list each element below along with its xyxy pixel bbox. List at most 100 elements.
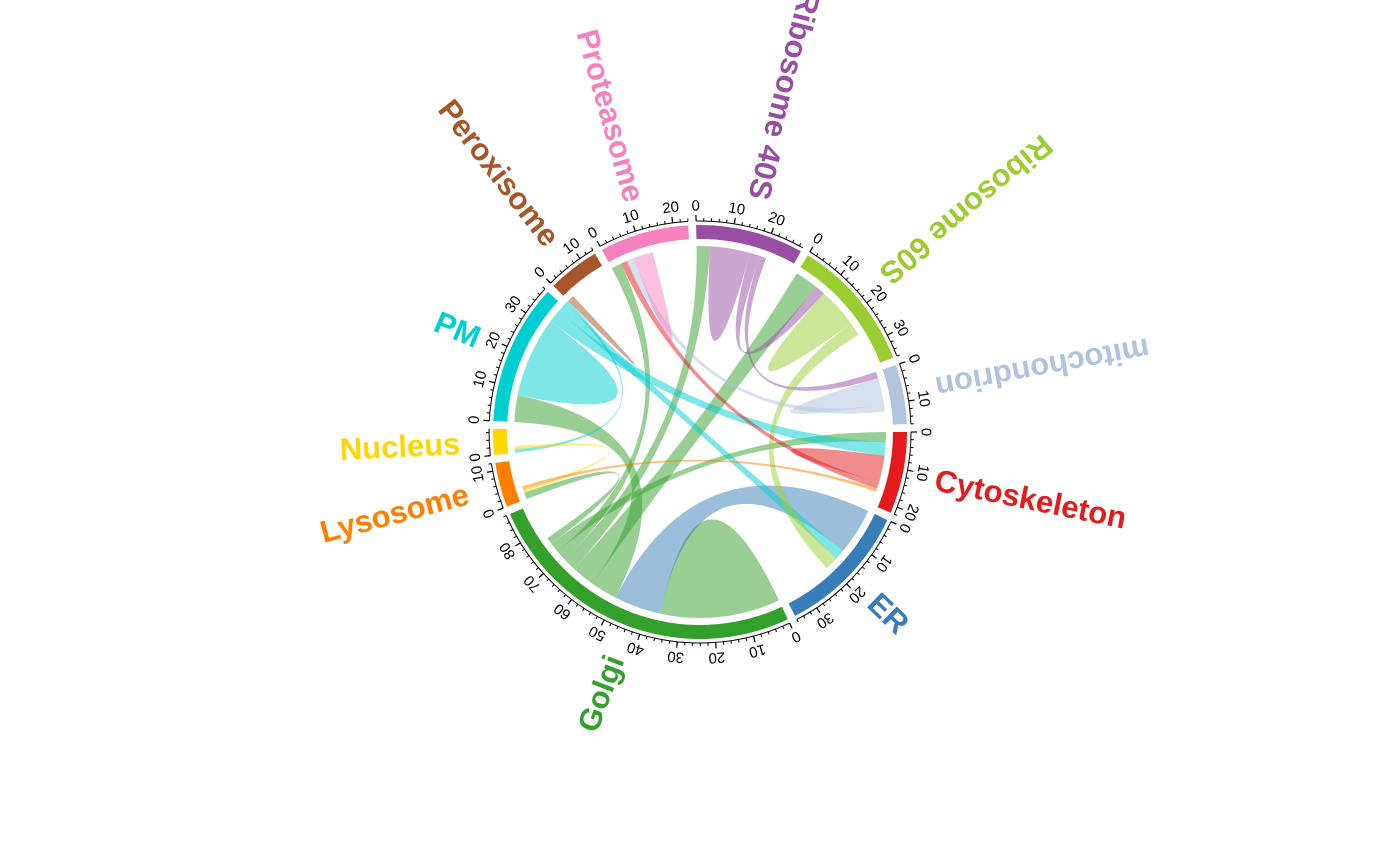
sector-axis-ribosome-40s <box>696 220 804 249</box>
sector-label-ribosome-40s: Ribosome 40S <box>741 0 827 203</box>
minor-tick <box>883 534 887 538</box>
tick-label-pm: 10 <box>470 369 490 389</box>
major-tick <box>486 470 493 473</box>
minor-tick <box>630 631 633 635</box>
minor-tick <box>521 548 525 552</box>
tick-label-ribosome-60s: 10 <box>839 252 863 276</box>
minor-tick <box>491 478 495 480</box>
minor-tick <box>537 292 541 296</box>
sector-label-lysosome: Lysosome <box>316 477 472 550</box>
tick-label-cytoskeleton: 10 <box>912 463 932 482</box>
major-tick <box>840 269 846 276</box>
major-tick <box>846 583 852 589</box>
sector-proteasome: 0 10 20 <box>585 198 689 263</box>
tick-label-golgi: 30 <box>666 647 684 666</box>
link-ribosome-60s-to-ribosome-60s <box>768 293 852 372</box>
tick-label-er: 10 <box>872 552 896 575</box>
minor-tick <box>834 267 838 271</box>
sector-track-peroxisome <box>553 253 603 296</box>
tick-label-ribosome-60s: 20 <box>867 282 891 306</box>
major-tick <box>770 227 775 234</box>
minor-tick <box>866 560 870 564</box>
link-golgi-to-pm <box>514 395 643 598</box>
tick-label-mitochondrion: 10 <box>914 389 933 408</box>
sector-track-ribosome-40s <box>696 225 801 264</box>
tick-label-peroxisome: 10 <box>560 234 583 257</box>
minor-tick <box>626 230 629 234</box>
minor-tick <box>861 566 865 570</box>
tick-label-pm: 0 <box>466 415 483 424</box>
sector-nucleus: 0 <box>467 428 509 462</box>
minor-tick <box>875 547 879 551</box>
minor-tick <box>616 626 619 630</box>
tick-label-pm: 30 <box>502 293 525 316</box>
minor-tick <box>774 628 777 633</box>
major-tick <box>596 240 601 247</box>
minor-tick <box>605 239 608 243</box>
sector-label-cytoskeleton: Cytoskeleton <box>932 463 1130 536</box>
sector-axis-mitochondrion <box>899 363 912 424</box>
minor-tick <box>879 319 883 323</box>
tick-label-golgi: 80 <box>496 539 519 562</box>
minor-tick <box>905 384 909 387</box>
minor-tick <box>741 222 743 226</box>
tick-label-ribosome-40s: 10 <box>727 199 746 218</box>
tick-label-ribosome-60s: 30 <box>889 317 912 340</box>
minor-tick <box>490 389 494 391</box>
major-tick <box>789 622 793 629</box>
minor-tick <box>893 347 897 350</box>
major-tick <box>497 507 504 511</box>
minor-tick <box>901 492 906 494</box>
minor-tick <box>661 639 663 643</box>
minor-tick <box>840 588 844 592</box>
minor-tick <box>822 603 826 607</box>
link-er-to-golgi <box>615 485 869 614</box>
minor-tick <box>506 522 510 525</box>
tick-label-peroxisome: 0 <box>531 264 549 282</box>
minor-tick <box>894 513 898 516</box>
major-tick <box>600 619 605 626</box>
minor-tick <box>834 593 838 597</box>
tick-label-mitochondrion: 0 <box>904 352 923 365</box>
minor-tick <box>514 323 518 327</box>
minor-tick <box>645 636 648 640</box>
minor-tick <box>559 269 563 273</box>
sector-peroxisome: 0 10 <box>531 234 603 296</box>
minor-tick <box>575 603 579 607</box>
sector-track-ribosome-60s <box>800 255 894 363</box>
minor-tick <box>584 251 587 255</box>
minor-tick <box>828 262 832 266</box>
minor-tick <box>879 541 883 544</box>
major-tick <box>632 225 636 232</box>
minor-tick <box>535 567 539 571</box>
minor-tick <box>532 298 536 301</box>
link-golgi-to-golgi <box>659 519 779 618</box>
minor-tick <box>510 330 515 334</box>
major-tick <box>501 343 508 347</box>
minor-tick <box>748 223 751 227</box>
link-pm-to-cytoskeleton <box>550 310 886 456</box>
minor-tick <box>653 637 656 642</box>
major-tick <box>816 607 821 614</box>
minor-tick <box>527 304 531 308</box>
minor-tick <box>803 615 806 619</box>
sector-track-golgi <box>509 508 788 639</box>
major-tick <box>567 599 573 605</box>
minor-tick <box>493 374 497 376</box>
minor-tick <box>513 535 517 539</box>
sector-label-peroxisome: Peroxisome <box>431 93 566 253</box>
major-tick <box>908 399 915 402</box>
minor-tick <box>756 225 759 229</box>
link-pm-to-er <box>558 303 844 559</box>
minor-tick <box>809 611 813 615</box>
tick-label-golgi: 60 <box>551 600 575 624</box>
minor-tick <box>518 317 522 320</box>
minor-tick <box>612 236 615 240</box>
minor-tick <box>782 625 785 630</box>
minor-tick <box>887 528 891 531</box>
minor-tick <box>588 612 592 616</box>
minor-tick <box>641 225 644 230</box>
minor-tick <box>565 265 569 268</box>
sector-axis-ribosome-60s <box>809 251 898 357</box>
minor-tick <box>796 619 799 623</box>
